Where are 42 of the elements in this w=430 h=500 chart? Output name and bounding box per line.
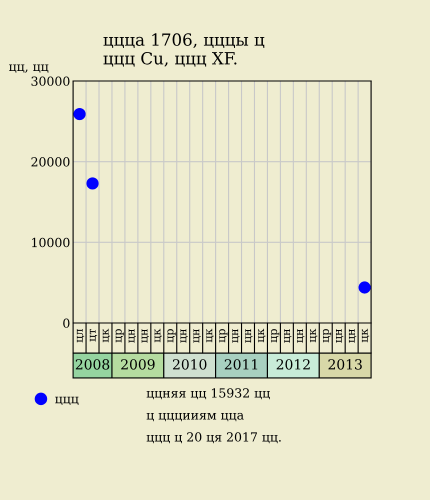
x-tick-label: цн — [142, 329, 149, 343]
x-tick-label: цр — [167, 329, 176, 342]
text: 2010 — [172, 359, 206, 370]
x-tick-label: цн — [284, 329, 292, 343]
y-axis-title: цц, цц — [9, 64, 48, 73]
x-tick-label: цт — [90, 328, 98, 342]
x-tick-label: цн — [297, 329, 304, 343]
point — [358, 281, 371, 294]
x-tick-label: цн — [232, 329, 240, 343]
text: 2012 — [276, 359, 310, 370]
x-tick-label: цк — [102, 328, 110, 342]
x-tick-label: цн — [193, 329, 201, 343]
y-tick-label: 20000 — [31, 157, 70, 167]
text: 2009 — [121, 359, 155, 370]
text: 2013 — [328, 359, 362, 370]
x-tick-label: цн — [336, 329, 344, 343]
point — [86, 177, 99, 190]
text: ц цццииям цца — [146, 412, 244, 422]
chart-title: ццца 1706, цццы ц ццц Cu, ццц XF. — [104, 33, 264, 67]
point — [74, 108, 86, 120]
text: ццц ц 20 ця 2017 цц. — [146, 432, 281, 444]
text: 2008 — [76, 359, 110, 370]
text: ццняя цц 15932 цц — [146, 388, 270, 400]
x-tick-label: цр — [219, 329, 228, 342]
y-tick-label: 30000 — [32, 76, 70, 86]
x-tick-label: цр — [322, 329, 332, 342]
x-tick-label: цк — [362, 328, 370, 342]
x-tick-label: цн — [245, 329, 253, 343]
y-tick-label: 10000 — [32, 238, 70, 248]
x-tick-label: цк — [258, 328, 266, 342]
x-tick-label: цк — [310, 328, 318, 342]
y-tick-label: 0 — [63, 318, 70, 328]
legend-label: ццц — [55, 396, 78, 405]
x-tick-label: цн — [128, 329, 136, 343]
x-tick-label: цр — [271, 329, 280, 342]
x-tick-label: цн — [180, 329, 188, 343]
text: 2011 — [224, 359, 258, 370]
x-tick-label: цн — [348, 329, 356, 343]
x-tick-label: цл — [76, 328, 84, 342]
x-tick-label: цк — [154, 328, 162, 342]
x-tick-label: цр — [116, 329, 124, 342]
x-tick-label: цк — [206, 328, 214, 342]
